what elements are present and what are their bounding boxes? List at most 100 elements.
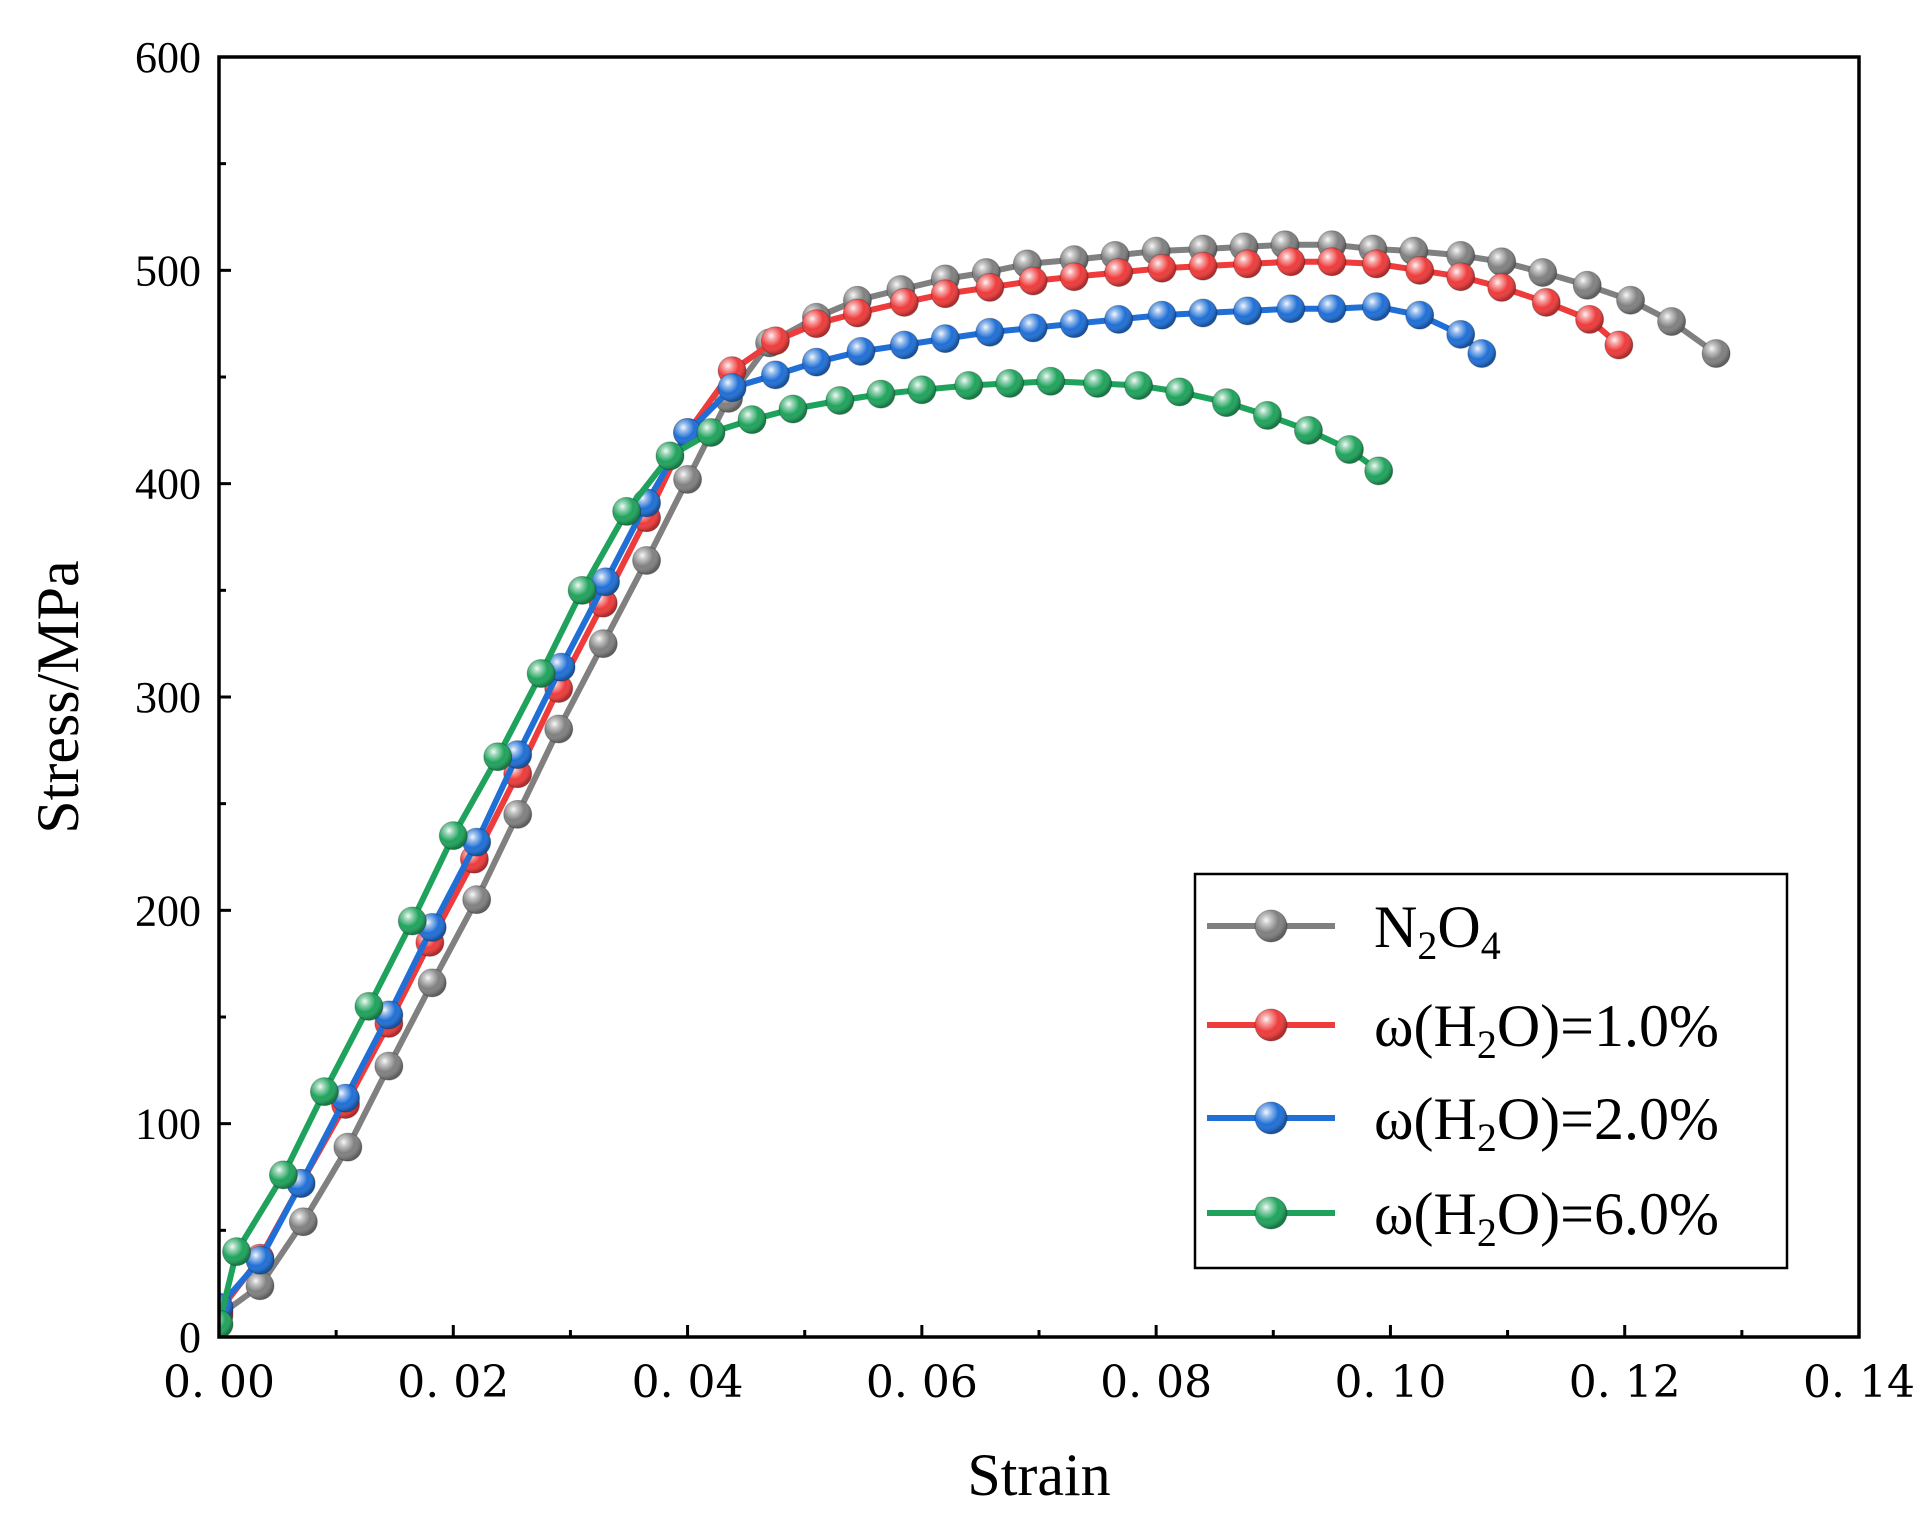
- data-point: [1124, 371, 1154, 401]
- data-point: [483, 742, 513, 772]
- x-tick-label: 0. 04: [632, 1357, 744, 1408]
- y-tick-label: 100: [135, 1100, 201, 1149]
- data-point: [930, 279, 960, 309]
- data-point: [438, 821, 468, 851]
- data-point: [462, 827, 492, 857]
- data-point: [1446, 319, 1476, 349]
- legend-entry: ω(H2O)=2.0%: [1207, 1086, 1719, 1160]
- x-tick-label: 0. 02: [397, 1357, 509, 1408]
- legend-entry: N2O4: [1207, 894, 1501, 968]
- data-point: [1036, 366, 1066, 396]
- data-point: [1575, 304, 1605, 334]
- data-point: [1657, 307, 1687, 337]
- x-tick-label: 0. 12: [1569, 1357, 1681, 1408]
- data-point: [544, 714, 574, 744]
- data-point: [1104, 257, 1134, 287]
- data-point: [842, 298, 872, 328]
- data-point: [1446, 240, 1476, 270]
- x-tick-label: 0. 08: [1100, 1357, 1212, 1408]
- data-point: [954, 371, 984, 401]
- y-axis-title: Stress/MPa: [25, 560, 91, 833]
- data-point: [222, 1237, 252, 1267]
- data-point: [333, 1132, 363, 1162]
- data-point: [567, 575, 597, 605]
- y-tick-label: 200: [135, 886, 201, 935]
- data-point: [889, 330, 919, 360]
- y-tick-label: 500: [135, 246, 201, 295]
- data-point: [1252, 400, 1282, 430]
- data-point: [801, 309, 831, 339]
- data-point: [1211, 388, 1241, 418]
- legend-label: N2O4: [1374, 894, 1501, 968]
- data-point: [1317, 247, 1347, 277]
- data-point: [1188, 251, 1218, 281]
- data-point: [1364, 456, 1394, 486]
- data-point: [1293, 415, 1323, 445]
- data-point: [503, 799, 533, 829]
- data-point: [219, 1309, 234, 1337]
- data-point: [1104, 304, 1134, 334]
- series-3: [219, 292, 1497, 1322]
- data-point: [1276, 294, 1306, 324]
- data-point: [655, 441, 685, 471]
- data-point: [995, 368, 1025, 398]
- data-point: [1018, 313, 1048, 343]
- data-point: [591, 567, 621, 597]
- data-point: [907, 375, 937, 405]
- data-point: [975, 317, 1005, 347]
- series-line: [219, 258, 1622, 1315]
- data-point: [801, 347, 831, 377]
- y-tick-label: 300: [135, 673, 201, 722]
- data-point: [1572, 270, 1602, 300]
- data-point: [1467, 339, 1497, 369]
- data-point: [1334, 435, 1364, 465]
- data-point: [1147, 253, 1177, 283]
- data-point: [288, 1207, 318, 1237]
- data-point: [1233, 296, 1263, 326]
- data-point: [1531, 287, 1561, 317]
- data-point: [1487, 247, 1517, 277]
- series-4: [219, 366, 1394, 1337]
- data-point: [1405, 255, 1435, 285]
- x-tick-label: 0. 10: [1334, 1357, 1446, 1408]
- legend-label: ω(H2O)=6.0%: [1374, 1181, 1719, 1255]
- data-point: [696, 417, 726, 447]
- legend-entry: ω(H2O)=6.0%: [1207, 1181, 1719, 1255]
- y-tick-label: 0: [179, 1313, 201, 1362]
- data-point: [1018, 266, 1048, 296]
- legend-marker: [1254, 1101, 1288, 1135]
- legend-marker: [1254, 1196, 1288, 1230]
- data-point: [1361, 249, 1391, 279]
- data-point: [760, 360, 790, 390]
- x-tick-label: 0. 14: [1803, 1357, 1915, 1408]
- data-point: [245, 1271, 275, 1301]
- data-point: [268, 1160, 298, 1190]
- legend-label: ω(H2O)=1.0%: [1374, 993, 1719, 1067]
- data-point: [1446, 262, 1476, 292]
- data-point: [374, 1051, 404, 1081]
- data-point: [737, 405, 767, 435]
- data-point: [975, 272, 1005, 302]
- axis-ticks: 0. 00 0. 02 0. 04 0. 06 0. 08 0. 10 0. 12 0. 14…: [135, 33, 1915, 1408]
- data-point: [1317, 294, 1347, 324]
- data-point: [1616, 285, 1646, 315]
- data-point: [397, 906, 427, 936]
- legend-label: ω(H2O)=2.0%: [1374, 1086, 1719, 1160]
- series-layer: [219, 230, 1731, 1337]
- legend: N2O4 ω(H2O)=1.0% ω(H2O)=2.0% ω(H2O)=6.0%: [1193, 872, 1789, 1270]
- data-point: [1604, 330, 1634, 360]
- data-point: [1361, 292, 1391, 322]
- data-point: [632, 545, 662, 575]
- data-point: [717, 373, 747, 403]
- data-point: [1487, 272, 1517, 302]
- x-tick-label: 0. 06: [866, 1357, 978, 1408]
- legend-marker: [1254, 1008, 1288, 1042]
- data-point: [778, 394, 808, 424]
- data-point: [1083, 368, 1113, 398]
- data-point: [1188, 298, 1218, 328]
- data-point: [526, 659, 556, 689]
- y-tick-label: 400: [135, 460, 201, 509]
- legend-marker: [1254, 909, 1288, 943]
- data-point: [245, 1245, 275, 1275]
